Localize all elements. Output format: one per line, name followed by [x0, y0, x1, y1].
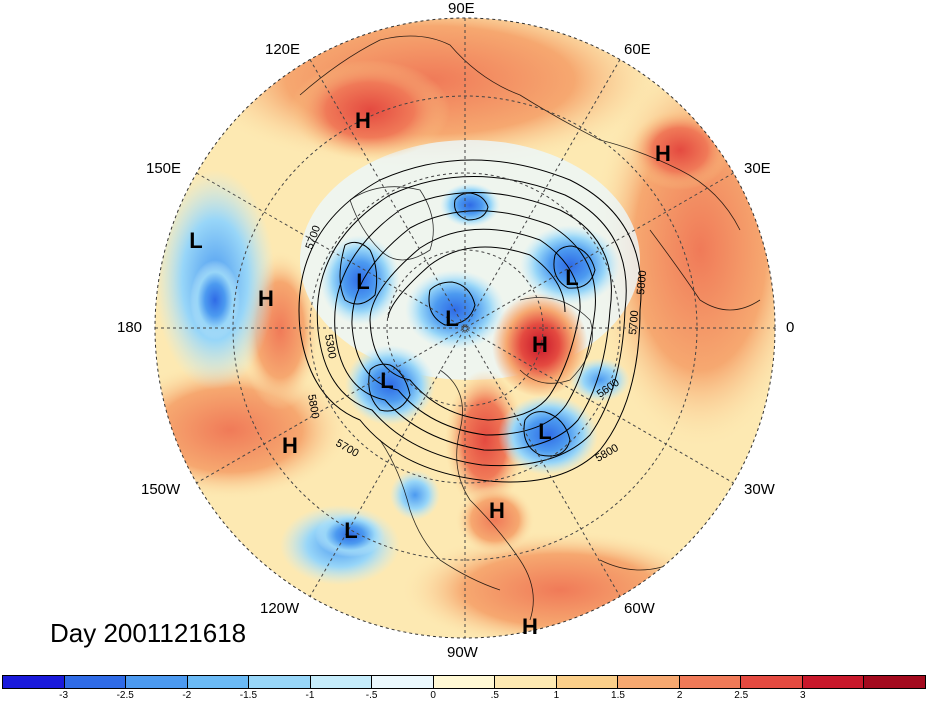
colorbar-cell	[556, 676, 619, 688]
pressure-high-marker: H	[258, 286, 274, 311]
colorbar-cell	[187, 676, 250, 688]
colorbar-cell	[741, 676, 803, 688]
graticule	[155, 18, 775, 638]
colorbar-cell	[64, 676, 127, 688]
anomaly-field: 5700 5300 5800 5700 5800 5700 5600 5800	[155, 18, 775, 638]
pressure-high-marker: H	[355, 108, 371, 133]
pressure-low-marker: L	[356, 269, 370, 294]
colorbar-ticks: -3 -2.5 -2 -1.5 -1 -.5 0 .5 1 1.5 2 2.5 3	[2, 690, 926, 702]
contour-label: 5300	[322, 333, 338, 359]
lon-label-180: 180	[117, 319, 143, 336]
colorbar-tick-label: -2.5	[116, 690, 134, 701]
pressure-low-marker: L	[344, 518, 358, 543]
colorbar-tick-label: -3	[59, 690, 69, 701]
pressure-high-marker: H	[489, 498, 505, 523]
colorbar-tick-label: 0	[430, 690, 436, 701]
colorbar-cell	[802, 676, 865, 688]
colorbar-tick-label: 2.5	[734, 690, 749, 701]
lon-label-30e: 30E	[744, 160, 771, 177]
pressure-low-marker: L	[445, 306, 459, 331]
contour-label: 5800	[635, 270, 649, 295]
colorbar-tick-label: .5	[490, 690, 499, 701]
colorbar-cell	[618, 676, 680, 688]
colorbar-cell	[372, 676, 434, 688]
pressure-low-marker: L	[380, 368, 394, 393]
pressure-high-marker: H	[282, 433, 298, 458]
colorbar-cell	[126, 676, 188, 688]
lon-label-150w: 150W	[141, 481, 181, 498]
colorbar-tick-label: 3	[800, 690, 806, 701]
pressure-high-marker: H	[522, 614, 538, 639]
pressure-low-marker: L	[189, 228, 203, 253]
colorbar-cell	[495, 676, 557, 688]
pressure-high-marker: H	[532, 332, 548, 357]
colorbar-cell	[864, 676, 925, 688]
colorbar-tick-label: -2	[182, 690, 192, 701]
colorbar-cell	[679, 676, 742, 688]
colorbar-tick-label: 2	[676, 690, 683, 701]
pressure-low-marker: L	[538, 419, 552, 444]
lon-label-30w: 30W	[744, 481, 775, 498]
colorbar-cell	[3, 676, 65, 688]
map-boundary	[154, 17, 776, 639]
pressure-low-marker: L	[565, 265, 579, 290]
lon-label-90e: 90E	[448, 0, 475, 17]
lon-label-60w: 60W	[624, 600, 655, 617]
lon-label-0: 0	[786, 319, 795, 336]
contour-label: 5700	[627, 310, 641, 335]
lon-label-60e: 60E	[624, 41, 651, 58]
pressure-high-marker: H	[655, 141, 671, 166]
lon-label-120e: 120E	[265, 41, 301, 58]
colorbar-tick-label: -1.5	[239, 690, 258, 701]
map-title: Day 2001121618	[50, 618, 247, 648]
colorbar-cell	[310, 676, 373, 688]
colorbar-tick-label: 1.5	[611, 690, 625, 701]
colorbar-cell	[433, 676, 496, 688]
colorbar-tick-label: -.5	[365, 690, 378, 701]
colorbar-cell	[249, 676, 311, 688]
colorbar-tick-label: -1	[305, 690, 315, 701]
lon-label-90w: 90W	[447, 644, 478, 661]
lon-label-150e: 150E	[146, 160, 182, 177]
lon-label-120w: 120W	[260, 600, 300, 617]
colorbar	[2, 675, 926, 689]
colorbar-tick-label: 1	[553, 690, 560, 701]
